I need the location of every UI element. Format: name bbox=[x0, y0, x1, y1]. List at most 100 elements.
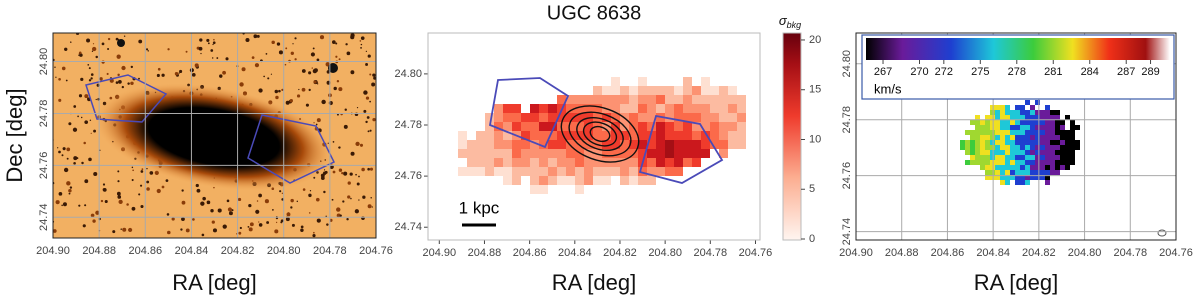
star-speck bbox=[69, 186, 73, 189]
pixel bbox=[985, 115, 990, 120]
pixel bbox=[647, 158, 656, 167]
pixel bbox=[995, 175, 1000, 180]
pixel bbox=[1010, 135, 1015, 140]
pixel bbox=[1000, 130, 1005, 135]
colorbar-tick-label: 20 bbox=[809, 34, 821, 46]
pixel bbox=[1015, 105, 1020, 110]
y-tick-label: 24.78 bbox=[394, 119, 422, 131]
pixel bbox=[674, 149, 683, 158]
pixel bbox=[674, 167, 683, 176]
colorbar-tick-label: 5 bbox=[809, 183, 815, 195]
star-speck bbox=[194, 63, 199, 68]
pixel bbox=[975, 155, 980, 160]
pixel bbox=[1040, 150, 1045, 155]
star-speck bbox=[99, 77, 103, 81]
star-speck bbox=[367, 54, 371, 58]
pixel bbox=[539, 158, 548, 167]
pixel bbox=[1050, 160, 1055, 165]
axes-frame bbox=[427, 32, 761, 241]
star-speck bbox=[245, 37, 250, 43]
pixel bbox=[557, 149, 566, 158]
star-speck bbox=[86, 38, 91, 43]
star-speck bbox=[366, 116, 370, 119]
pixel bbox=[1025, 130, 1030, 135]
pixel bbox=[1030, 115, 1035, 120]
pixel bbox=[1070, 145, 1075, 150]
star-speck bbox=[347, 181, 351, 185]
star-speck bbox=[65, 79, 68, 82]
pixel bbox=[1060, 150, 1065, 155]
star-speck bbox=[185, 228, 190, 233]
pixel bbox=[1015, 165, 1020, 170]
pixel bbox=[1025, 100, 1030, 105]
x-tick-label: 204.82 bbox=[221, 245, 255, 257]
pixel bbox=[990, 140, 995, 145]
pixel bbox=[512, 158, 521, 167]
pixel bbox=[548, 122, 557, 131]
pixel bbox=[1005, 115, 1010, 120]
y-tick-label: 24.78 bbox=[841, 106, 853, 134]
pixel bbox=[719, 140, 728, 149]
colorbar-symbol: σ bbox=[779, 13, 788, 28]
star-speck bbox=[350, 70, 355, 75]
x-tick-label: 204.76 bbox=[739, 247, 773, 259]
pixel bbox=[1035, 155, 1040, 160]
pixel bbox=[656, 122, 665, 131]
pixel bbox=[665, 158, 674, 167]
pixel bbox=[620, 140, 629, 149]
pixel bbox=[990, 150, 995, 155]
star-speck bbox=[278, 50, 283, 55]
pixel bbox=[737, 104, 746, 113]
star-speck bbox=[345, 43, 348, 46]
star-speck bbox=[106, 72, 109, 75]
pixel bbox=[485, 131, 494, 140]
x-tick-label: 204.84 bbox=[976, 247, 1010, 259]
pixel bbox=[539, 185, 548, 194]
star-speck bbox=[138, 193, 141, 196]
star-speck bbox=[290, 198, 294, 203]
pixel bbox=[970, 120, 975, 125]
star-speck bbox=[349, 172, 353, 176]
star-speck bbox=[256, 34, 260, 38]
pixel bbox=[656, 86, 665, 95]
pixel bbox=[1060, 160, 1065, 165]
pixel bbox=[692, 122, 701, 131]
pixel bbox=[1030, 105, 1035, 110]
pixel bbox=[710, 113, 719, 122]
pixel bbox=[530, 131, 539, 140]
star-speck bbox=[157, 67, 161, 71]
y-tick-label: 24.80 bbox=[38, 48, 50, 76]
pixel bbox=[557, 176, 566, 185]
colorbar-tick-label: 289 bbox=[1141, 66, 1159, 78]
pixel bbox=[1045, 165, 1050, 170]
star-speck bbox=[121, 65, 126, 71]
star-speck bbox=[196, 188, 201, 193]
pixel bbox=[638, 95, 647, 104]
pixel bbox=[728, 140, 737, 149]
pixel bbox=[1040, 170, 1045, 175]
pixel bbox=[674, 95, 683, 104]
pixel bbox=[512, 149, 521, 158]
pixel bbox=[674, 86, 683, 95]
star-speck bbox=[88, 67, 91, 70]
star-speck bbox=[120, 228, 123, 230]
pixel bbox=[494, 158, 503, 167]
star-speck bbox=[258, 221, 260, 223]
star-speck bbox=[92, 43, 95, 45]
pixel bbox=[530, 113, 539, 122]
pixel bbox=[1000, 115, 1005, 120]
star-speck bbox=[149, 171, 154, 175]
pixel bbox=[575, 95, 584, 104]
y-tick-label: 24.74 bbox=[394, 221, 422, 233]
star-speck bbox=[73, 105, 77, 108]
pixel bbox=[1005, 125, 1010, 130]
star-speck bbox=[276, 42, 281, 46]
star-speck bbox=[66, 147, 71, 152]
pixel bbox=[584, 122, 593, 131]
pixel bbox=[521, 167, 530, 176]
pixel bbox=[512, 113, 521, 122]
pixel bbox=[1015, 155, 1020, 160]
star-speck bbox=[238, 231, 242, 235]
star-speck bbox=[166, 213, 170, 216]
pixel bbox=[975, 120, 980, 125]
